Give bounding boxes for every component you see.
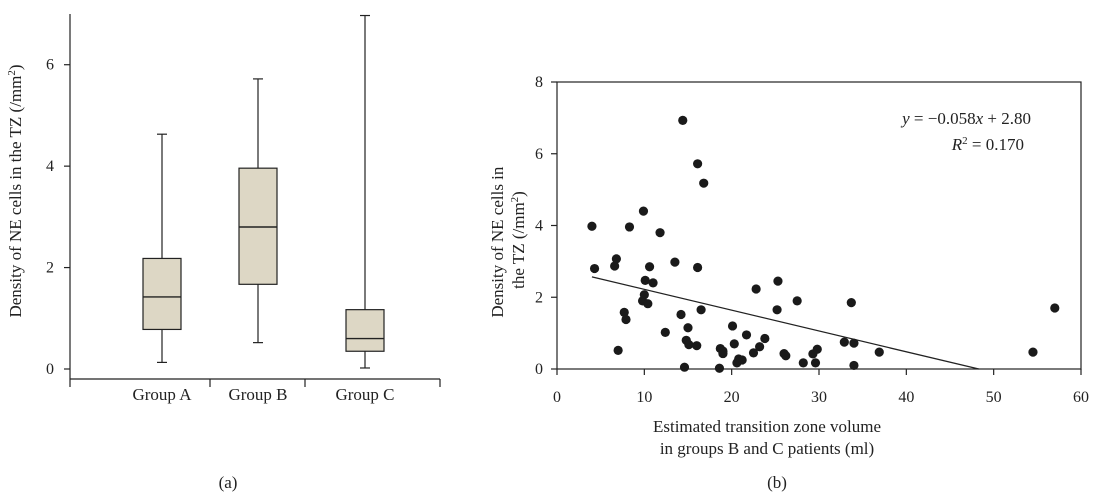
scatter-point [1028,347,1038,357]
scatter-point [676,309,686,320]
box-plot-y-axis-label: Density of NE cells in the TZ (/mm2) [6,64,25,317]
scatter-point [760,333,770,344]
scatter-point [684,340,694,350]
scatter-point [755,342,765,352]
scatter-x-tick-label: 40 [898,389,914,406]
scatter-y-tick-label: 0 [535,361,543,378]
scatter-point [718,346,728,356]
scatter-point [613,345,623,355]
scatter-x-axis-label-line1: Estimated transition zone volume [653,417,881,436]
scatter-x-axis-label-line2: in groups B and C patients (ml) [660,439,874,458]
scatter-point [660,327,670,338]
scatter-x-tick-label: 30 [811,389,827,406]
scatter-point [610,261,620,271]
scatter-point [670,257,680,267]
scatter-point [589,263,600,274]
scatter-point [781,351,791,361]
scatter-point [621,314,631,325]
scatter-point [639,290,649,300]
box-plot-y-tick-label: 6 [46,57,54,74]
scatter-y-tick-label: 6 [535,146,543,163]
scatter-point [792,296,802,306]
box-plot-axes: 0 2 4 6 Group A Group B Group C [46,14,441,404]
scatter-point [693,262,703,273]
scatter-point [772,305,782,315]
scatter-point [1050,303,1060,313]
scatter-point [839,337,849,347]
scatter-point [696,305,706,315]
scatter-y-tick-label: 2 [535,289,543,306]
r-squared: R2 = 0.170 [951,135,1024,154]
scatter-y-axis-label: Density of NE cells in the TZ (/mm2) [488,162,528,317]
box-plot-panel: 0 2 4 6 Group A Group B Group C Density of NE … [6,14,441,492]
panel-label-a: (a) [219,473,238,492]
scatter-point [638,206,649,216]
scatter-point [849,360,859,371]
scatter-point [741,330,752,340]
scatter-point [751,284,761,294]
scatter-point [683,323,693,333]
scatter-point [655,228,665,238]
scatter-x-tick-label: 60 [1073,389,1089,406]
scatter-point [587,221,597,231]
scatter-y-tick-label: 4 [535,218,543,235]
scatter-point [874,347,884,357]
box-iqr [142,257,182,331]
scatter-plot-panel: 0 10 20 30 40 50 60 0 2 4 6 8 Density of NE cells i… [488,74,1089,492]
scatter-point [678,115,688,125]
scatter-plot-marks [587,115,1060,373]
scatter-point [624,222,635,232]
scatter-point [748,348,759,358]
box-iqr [238,167,278,285]
box-plot-marks [142,14,385,369]
scatter-point [619,307,629,317]
scatter-point [640,275,650,285]
scatter-point [714,363,725,373]
scatter-x-tick-label: 0 [553,389,561,406]
scatter-x-tick-label: 50 [986,389,1002,406]
scatter-point [611,254,621,264]
scatter-point [679,362,690,372]
scatter-x-tick-label: 10 [636,389,652,406]
box-plot-category-label: Group B [228,385,287,404]
scatter-point [798,358,808,368]
scatter-point [810,358,821,368]
scatter-plot-axes: 0 10 20 30 40 50 60 0 2 4 6 8 [535,74,1089,406]
scatter-point [727,321,738,331]
scatter-point [846,298,856,308]
scatter-point [693,159,703,169]
scatter-point [737,355,747,365]
scatter-point [692,341,702,351]
box-plot-category-label: Group A [132,385,192,404]
scatter-point [699,178,709,188]
scatter-point [773,276,783,286]
regression-equation: y = −0.058x + 2.80 [900,109,1031,128]
box-plot-y-tick-label: 0 [46,361,54,378]
scatter-y-tick-label: 8 [535,74,543,91]
scatter-point [812,344,822,354]
panel-label-b: (b) [767,473,787,492]
box-plot-category-label: Group C [335,385,394,404]
scatter-point [849,338,859,348]
box-iqr [345,309,385,352]
scatter-point [643,299,653,309]
scatter-point [644,262,655,272]
scatter-point [729,339,739,349]
scatter-point [648,278,658,288]
box-plot-y-tick-label: 2 [46,260,54,277]
scatter-x-tick-label: 20 [724,389,740,406]
box-plot-y-tick-label: 4 [46,158,54,175]
regression-line [591,276,979,370]
